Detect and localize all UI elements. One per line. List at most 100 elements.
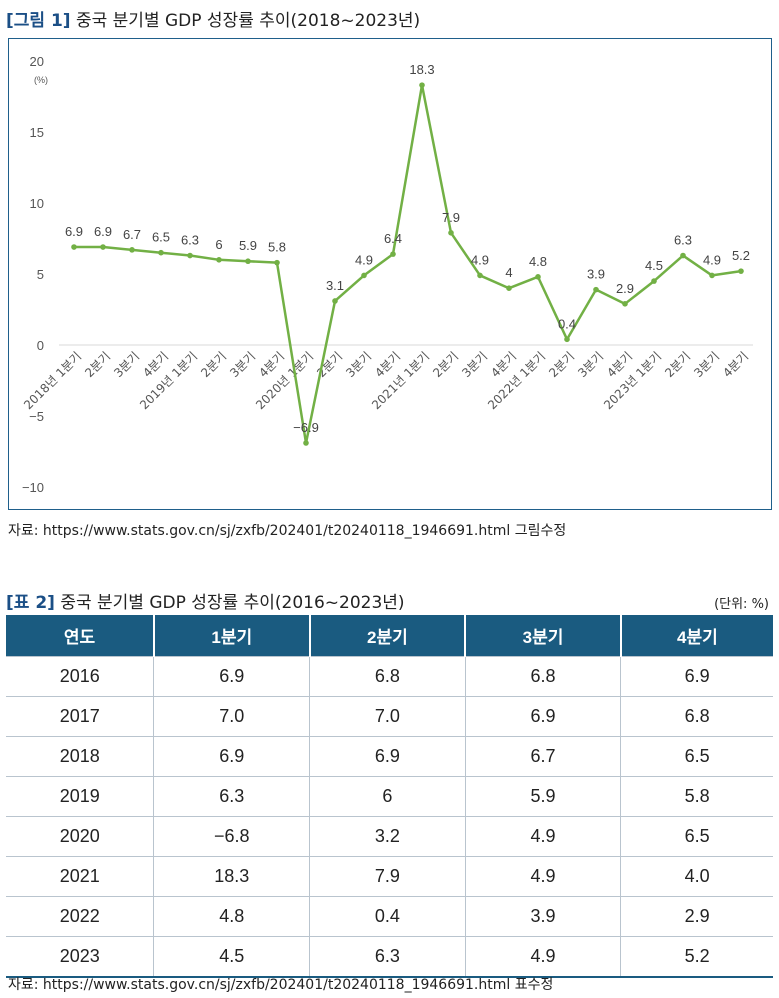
data-label: 4 (505, 265, 512, 280)
x-tick-label: 2분기 (430, 349, 461, 380)
value-cell: 4.9 (464, 936, 621, 978)
table-row: 2019 6.3 6 5.9 5.8 (6, 776, 773, 817)
data-point (71, 244, 77, 250)
header-q3: 3분기 (464, 615, 621, 657)
year-cell: 2018 (6, 736, 154, 777)
figure-title: [그림 1] 중국 분기별 GDP 성장률 추이(2018~2023년) (6, 6, 420, 31)
data-label: 3.1 (326, 278, 344, 293)
data-label: 4.9 (703, 252, 721, 267)
header-q2: 2분기 (308, 615, 466, 657)
value-cell: 4.9 (464, 816, 621, 857)
value-cell: 6.3 (309, 936, 466, 978)
value-cell: 6.8 (309, 656, 466, 697)
value-cell: 7.0 (153, 696, 310, 737)
data-point (303, 440, 309, 446)
data-label: 5.9 (239, 238, 257, 253)
year-cell: 2021 (6, 856, 154, 897)
data-point (738, 268, 744, 274)
x-tick-label: 3분기 (575, 349, 606, 380)
table-source: 자료: https://www.stats.gov.cn/sj/zxfb/202… (8, 977, 554, 993)
x-tick-label: 2018년 1분기 (21, 349, 84, 412)
value-cell: 6 (309, 776, 466, 817)
data-point (593, 286, 599, 293)
x-tick-label: 3분기 (459, 349, 490, 380)
y-tick-label: 0 (37, 338, 44, 353)
series-line (74, 83, 742, 445)
y-axis-unit: (%) (34, 75, 48, 85)
value-cell: −6.8 (153, 816, 310, 857)
table-title-text: 중국 분기별 GDP 성장률 추이(2016~2023년) (60, 593, 405, 613)
table-unit: (단위: %) (714, 597, 769, 612)
data-label: 5.2 (732, 248, 750, 263)
figure-tag: [그림 1] (6, 11, 71, 31)
data-point (216, 257, 222, 263)
data-label: 4.5 (645, 258, 663, 273)
value-cell: 6.9 (309, 736, 466, 777)
data-label: 4.9 (471, 252, 489, 267)
data-label: 4.8 (529, 254, 547, 269)
data-point (361, 272, 367, 279)
table-header-row: 연도 1분기 2분기 3분기 4분기 (6, 615, 773, 657)
data-point (187, 252, 193, 259)
gdp-table: 연도 1분기 2분기 3분기 4분기 2016 6.9 6.8 6.8 6.9 2017 7… (6, 615, 773, 978)
year-cell: 2016 (6, 656, 154, 697)
value-cell: 6.9 (464, 696, 621, 737)
data-label: 18.3 (409, 62, 434, 77)
data-point (506, 285, 512, 291)
data-point (158, 249, 164, 256)
x-tick-label: 2분기 (662, 349, 693, 380)
data-label: 6.3 (181, 233, 199, 248)
data-label: 7.9 (442, 210, 460, 225)
value-cell: 5.9 (464, 776, 621, 817)
x-tick-label: 3분기 (691, 349, 722, 380)
table-tag: [표 2] (6, 593, 55, 613)
table-row: 2016 6.9 6.8 6.8 6.9 (6, 656, 773, 697)
year-cell: 2017 (6, 696, 154, 737)
value-cell: 4.9 (464, 856, 621, 897)
x-tick-label: 4분기 (720, 349, 751, 380)
x-tick-label: 2분기 (198, 349, 229, 380)
chart-frame: −10 −5 0 5 10 15 20 (%) 2018년 1분기 2분기 3분기 4분기 2019년 … (8, 38, 772, 510)
data-point (622, 301, 628, 307)
table-row: 2018 6.9 6.9 6.7 6.5 (6, 736, 773, 777)
value-cell: 6.7 (464, 736, 621, 777)
year-cell: 2023 (6, 936, 154, 978)
data-point (709, 272, 715, 279)
x-tick-label: 3분기 (111, 349, 142, 380)
data-label: 5.8 (268, 240, 286, 255)
y-tick-label: 10 (30, 196, 44, 211)
value-cell: 3.9 (464, 896, 621, 937)
data-point (245, 258, 251, 265)
table-row: 2022 4.8 0.4 3.9 2.9 (6, 896, 773, 937)
value-cell: 4.8 (153, 896, 310, 937)
figure-title-text: 중국 분기별 GDP 성장률 추이(2018~2023년) (75, 11, 421, 31)
table-title: [표 2] 중국 분기별 GDP 성장률 추이(2016~2023년) (6, 588, 405, 613)
x-tick-label: 3분기 (227, 349, 258, 380)
header-year: 연도 (6, 615, 154, 657)
value-cell: 5.2 (620, 936, 773, 978)
data-point (390, 251, 396, 257)
data-label: 6.9 (65, 224, 83, 239)
value-cell: 18.3 (153, 856, 310, 897)
data-point (680, 252, 686, 259)
y-tick-label: −5 (29, 409, 44, 424)
table-row: 2023 4.5 6.3 4.9 5.2 (6, 936, 773, 978)
value-cell: 6.9 (620, 656, 773, 697)
table-row: 2020 −6.8 3.2 4.9 6.5 (6, 816, 773, 857)
data-point (332, 298, 338, 304)
data-label: −6.9 (293, 420, 319, 435)
value-cell: 6.5 (620, 816, 773, 857)
value-cell: 4.5 (153, 936, 310, 978)
value-cell: 6.8 (620, 696, 773, 737)
table-row: 2021 18.3 7.9 4.9 4.0 (6, 856, 773, 897)
table-row: 2017 7.0 7.0 6.9 6.8 (6, 696, 773, 737)
value-cell: 6.5 (620, 736, 773, 777)
header-q4: 4분기 (619, 615, 773, 657)
value-cell: 4.0 (620, 856, 773, 897)
value-cell: 2.9 (620, 896, 773, 937)
x-tick-label: 2분기 (546, 349, 577, 380)
data-label: 0.4 (558, 316, 576, 331)
data-point (100, 244, 106, 250)
data-label: 6.4 (384, 231, 402, 246)
